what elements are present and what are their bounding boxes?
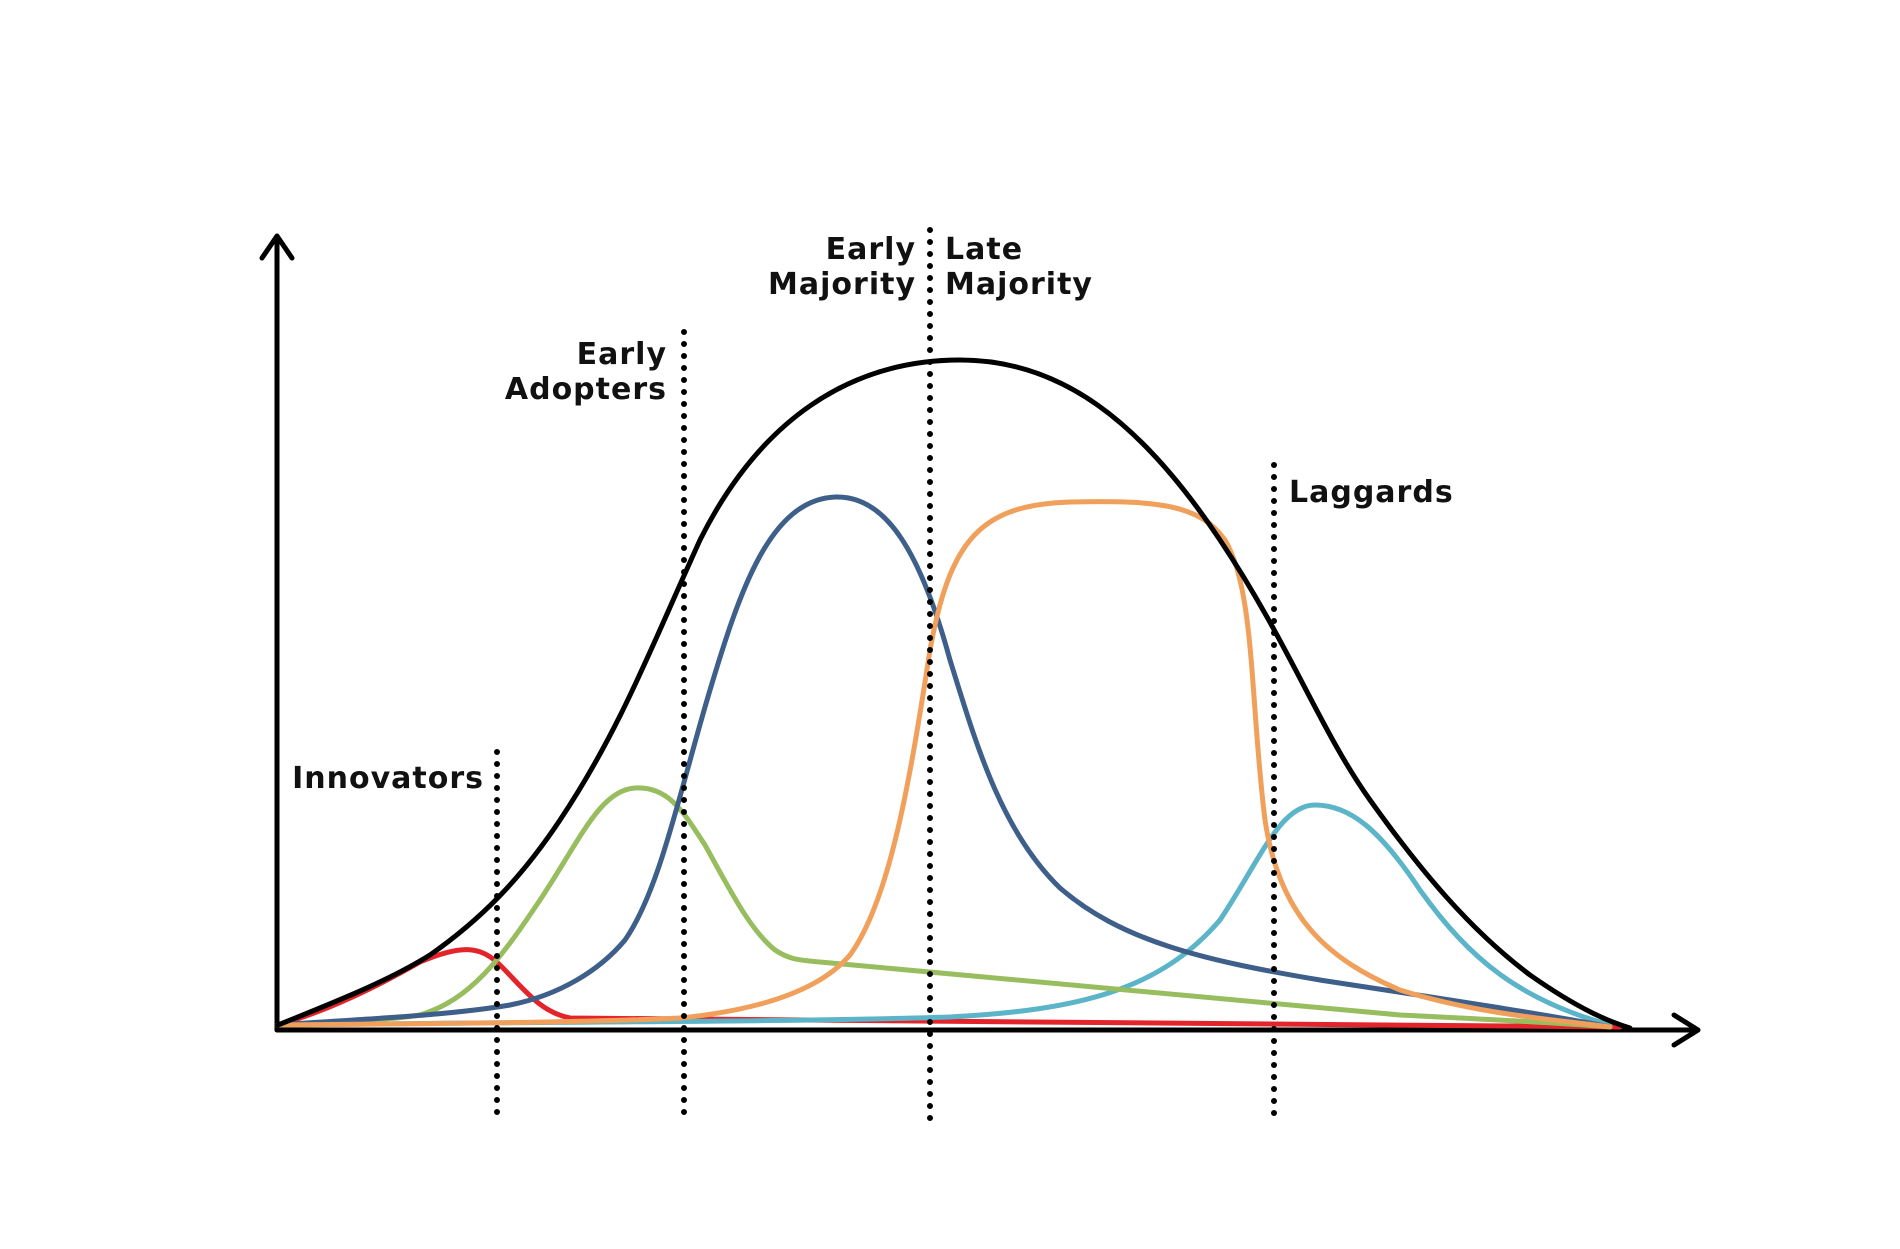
y-axis-arrow-icon: [259, 233, 295, 261]
laggards-label: Laggards: [1289, 475, 1454, 510]
segment-dividers: [494, 227, 1277, 1125]
early-adopters-label-line2: Adopters: [505, 372, 667, 407]
early-majority-label-line2: Majority: [768, 267, 916, 302]
innovators-label: Innovators: [292, 761, 484, 796]
late-majority-curve: [275, 499, 1613, 1030]
axes: [259, 233, 1701, 1048]
late-majority-label-line1: Late: [945, 232, 1023, 267]
x-axis-arrow-icon: [1671, 1012, 1701, 1048]
early-adopters-curve: [275, 785, 1613, 1030]
late-majority-label-line2: Majority: [945, 267, 1093, 302]
overall-adoption-curve: [275, 357, 1633, 1031]
laggards-curve: [275, 802, 1613, 1028]
early-majority-label-line1: Early: [826, 232, 916, 267]
early-adopters-label-line1: Early: [577, 337, 667, 372]
early-majority-curve: [275, 494, 1613, 1030]
segment-curves: [275, 357, 1633, 1031]
segment-labels: Innovators Early Adopters Early Majority…: [292, 232, 1454, 796]
